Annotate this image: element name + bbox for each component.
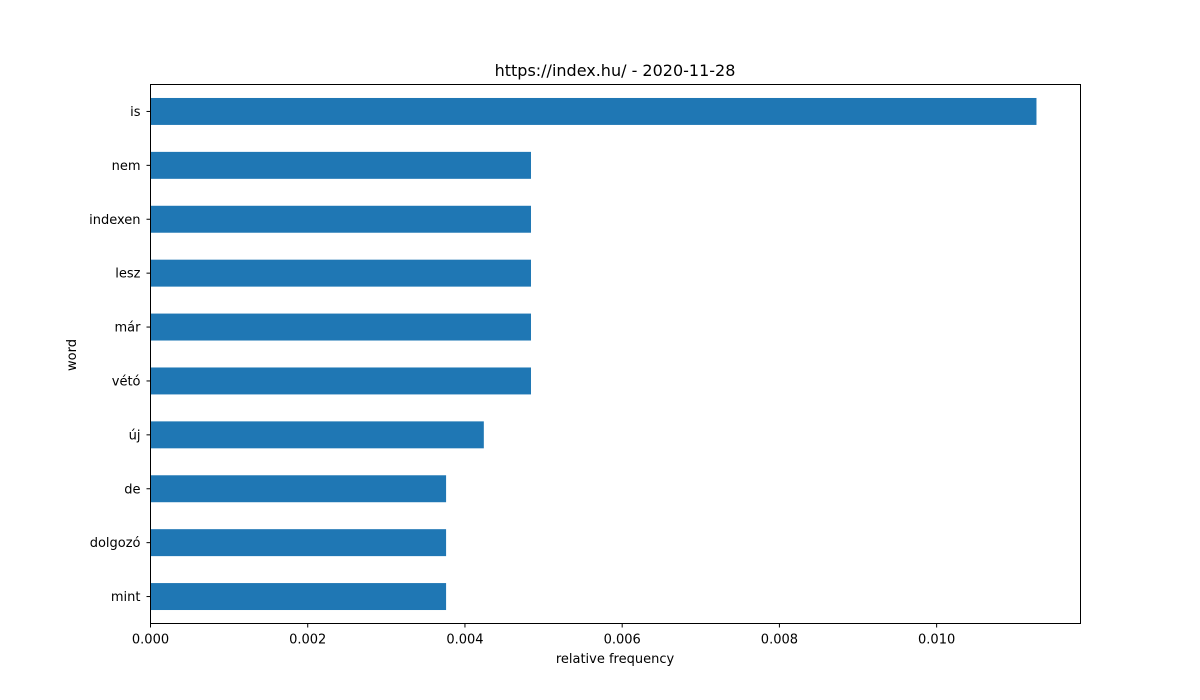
plot-frame	[150, 84, 1081, 624]
y-tick-label: nem	[112, 159, 141, 174]
bar-7	[150, 475, 447, 503]
x-tick-label: 0.002	[289, 633, 326, 648]
x-tick-label: 0.008	[761, 633, 798, 648]
y-axis-label: word	[65, 339, 80, 371]
bar-3	[150, 259, 531, 287]
x-axis-label: relative frequency	[556, 652, 675, 667]
y-tick-label: vétó	[112, 374, 141, 389]
chart-title: https://index.hu/ - 2020-11-28	[495, 61, 736, 80]
bar-2	[150, 205, 531, 233]
x-axis-ticks: 0.000 0.002 0.004 0.006 0.008 0.010	[132, 623, 955, 648]
bars-group	[150, 97, 1037, 611]
y-tick-label: indexen	[89, 213, 140, 228]
bar-9	[150, 583, 447, 611]
y-tick-label: új	[129, 428, 141, 443]
bar-4	[150, 313, 531, 341]
bar-0	[150, 97, 1037, 125]
x-tick-label: 0.000	[132, 633, 169, 648]
x-tick-label: 0.006	[604, 633, 641, 648]
x-tick-label: 0.004	[446, 633, 483, 648]
y-tick-label: már	[115, 321, 142, 336]
y-tick-label: is	[130, 105, 141, 120]
y-tick-label: dolgozó	[90, 536, 141, 551]
x-tick-label: 0.010	[918, 633, 955, 648]
y-tick-label: mint	[111, 590, 141, 605]
y-axis-ticks: is nem indexen lesz már vétó új de dolgozó mint	[89, 105, 151, 605]
bar-5	[150, 367, 531, 395]
y-tick-label: de	[124, 482, 140, 497]
bar-6	[150, 421, 484, 449]
y-tick-label: lesz	[115, 267, 140, 282]
bar-1	[150, 151, 531, 179]
bar-8	[150, 529, 447, 557]
